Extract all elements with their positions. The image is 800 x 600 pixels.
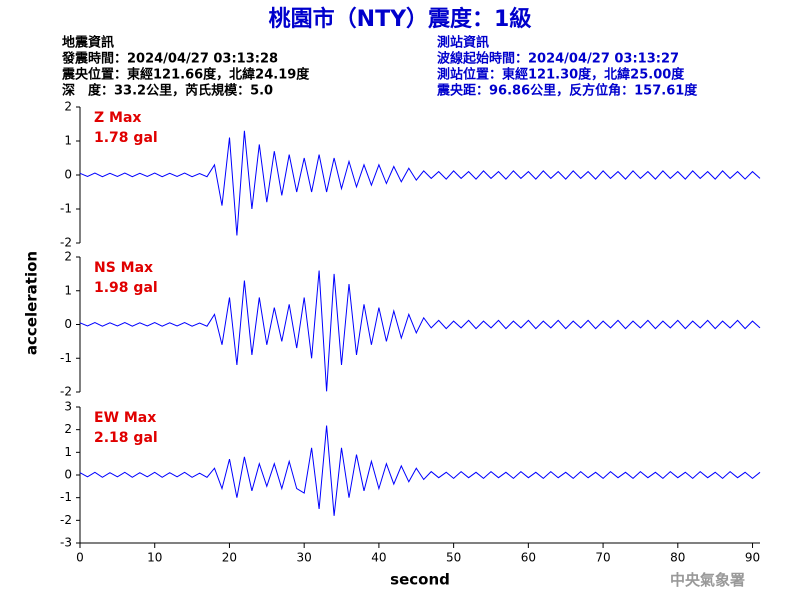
quake-info: 地震資訊 bbox=[62, 35, 114, 51]
quake-info: 震央位置：東經121.66度，北緯24.19度 bbox=[61, 67, 310, 83]
y-tick-label: -2 bbox=[60, 513, 72, 527]
y-tick-label: 2 bbox=[64, 100, 72, 114]
channel-label: Z Max bbox=[94, 110, 141, 126]
x-tick-label: 0 bbox=[76, 551, 84, 565]
x-tick-label: 80 bbox=[670, 551, 685, 565]
station-info: 測站資訊 bbox=[437, 35, 489, 51]
waveform bbox=[79, 270, 761, 392]
station-info: 測站位置：東經121.30度，北緯25.00度 bbox=[437, 67, 685, 83]
x-tick-label: 50 bbox=[446, 551, 461, 565]
y-axis-label: acceleration bbox=[23, 251, 41, 355]
y-tick-label: -1 bbox=[60, 202, 72, 216]
y-tick-label: 1 bbox=[64, 445, 72, 459]
x-tick-label: 20 bbox=[222, 551, 237, 565]
x-tick-label: 60 bbox=[521, 551, 536, 565]
channel-label: EW Max bbox=[94, 410, 156, 426]
y-tick-label: 0 bbox=[64, 317, 72, 331]
y-tick-label: 2 bbox=[64, 250, 72, 264]
y-tick-label: -1 bbox=[60, 490, 72, 504]
x-tick-label: 40 bbox=[371, 551, 386, 565]
credit: 中央氣象署 bbox=[670, 571, 745, 589]
y-tick-label: -2 bbox=[60, 385, 72, 399]
waveform bbox=[79, 425, 761, 516]
x-tick-label: 70 bbox=[595, 551, 610, 565]
quake-info: 發震時間：2024/04/27 03:13:28 bbox=[61, 51, 278, 67]
channel-label: NS Max bbox=[94, 260, 153, 276]
waveform bbox=[79, 130, 761, 236]
y-tick-label: 3 bbox=[64, 400, 72, 414]
y-tick-label: -3 bbox=[60, 536, 72, 550]
x-tick-label: 30 bbox=[297, 551, 312, 565]
station-info: 震央距：96.86公里，反方位角：157.61度 bbox=[436, 83, 698, 99]
y-tick-label: 1 bbox=[64, 134, 72, 148]
max-label: 1.98 gal bbox=[94, 280, 158, 296]
y-tick-label: 0 bbox=[64, 468, 72, 482]
y-tick-label: -1 bbox=[60, 351, 72, 365]
x-axis-label: second bbox=[390, 571, 450, 589]
quake-info: 深 度：33.2公里，芮氏規模：5.0 bbox=[62, 83, 273, 99]
y-tick-label: 1 bbox=[64, 283, 72, 297]
max-label: 1.78 gal bbox=[94, 130, 158, 146]
y-tick-label: 2 bbox=[64, 422, 72, 436]
station-info: 波線起始時間：2024/04/27 03:13:27 bbox=[437, 51, 679, 67]
y-tick-label: -2 bbox=[60, 236, 72, 250]
max-label: 2.18 gal bbox=[94, 430, 158, 446]
y-tick-label: 0 bbox=[64, 168, 72, 182]
x-tick-label: 10 bbox=[147, 551, 162, 565]
x-tick-label: 90 bbox=[745, 551, 760, 565]
title: 桃園市（NTY）震度：1級 bbox=[269, 6, 532, 32]
